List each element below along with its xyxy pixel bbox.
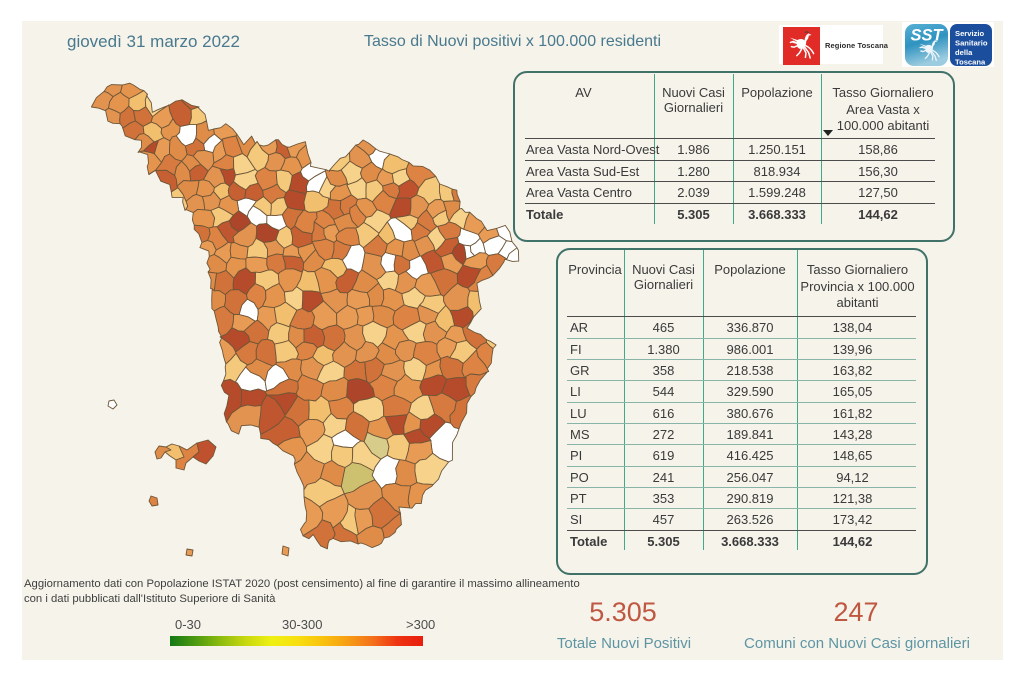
svg-text:Servizio: Servizio — [955, 29, 984, 38]
svg-text:Sanitario: Sanitario — [955, 39, 988, 48]
svg-text:Toscana: Toscana — [955, 58, 986, 67]
svg-text:della: della — [955, 48, 973, 57]
svg-text:SST: SST — [910, 27, 944, 45]
